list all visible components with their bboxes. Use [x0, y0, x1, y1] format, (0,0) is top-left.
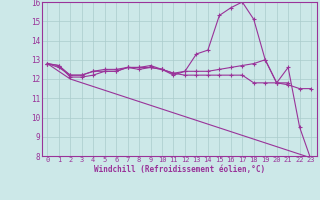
X-axis label: Windchill (Refroidissement éolien,°C): Windchill (Refroidissement éolien,°C) — [94, 165, 265, 174]
